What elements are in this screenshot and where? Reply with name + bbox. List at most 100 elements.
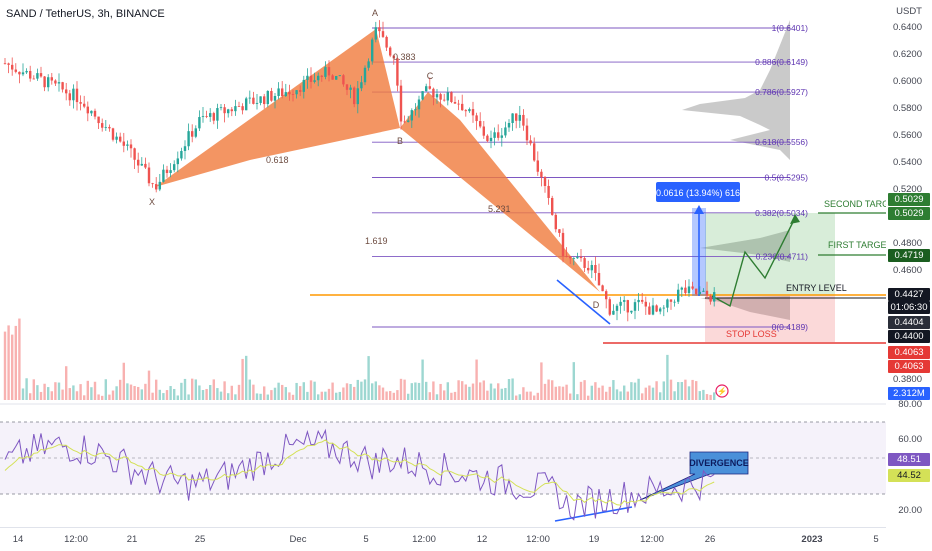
fib-retracement[interactable]: 1(0.6401) 0.886(0.6149) 0.786(0.5927) 0.618… <box>372 23 808 332</box>
volume-bar <box>669 379 673 400</box>
volume-bar <box>209 385 212 400</box>
candle-body <box>72 88 75 101</box>
alert-icon[interactable] <box>715 384 729 398</box>
volume-bar <box>500 388 503 400</box>
candle-body <box>407 120 410 122</box>
volume-bar <box>155 379 158 400</box>
candle-body <box>284 92 287 97</box>
harmonic-bcd[interactable] <box>400 92 600 292</box>
candle-body <box>295 90 298 95</box>
volume-bar <box>601 385 604 400</box>
candle-body <box>515 113 518 121</box>
candle-body <box>579 256 583 259</box>
harmonic-xab[interactable] <box>155 29 400 187</box>
volume-bar <box>389 391 392 400</box>
volume-bar <box>111 390 115 400</box>
volume-bar <box>176 395 179 400</box>
candle-body <box>662 307 665 309</box>
volume-bar <box>162 393 165 400</box>
divergence-price-line <box>556 279 611 325</box>
candle-body <box>65 89 68 94</box>
candle-body <box>641 299 644 302</box>
volume-bar <box>68 388 71 400</box>
volume-bar <box>324 391 327 400</box>
candle-body <box>500 135 503 138</box>
candle-body <box>705 290 709 296</box>
volume-bar <box>659 392 662 400</box>
volume-bar <box>677 382 680 400</box>
candle-body <box>324 67 327 77</box>
candle-body <box>367 61 370 68</box>
volume-bar <box>255 393 259 400</box>
volume-bar <box>194 379 197 400</box>
volume-bar <box>572 362 575 400</box>
candle-body <box>453 102 457 104</box>
candle-body <box>511 113 514 123</box>
candle-body <box>421 91 424 100</box>
price-axis[interactable]: USDT 0.6400 0.6200 0.6000 0.5800 0.5600 0.540… <box>886 0 932 405</box>
candle-body <box>536 160 539 172</box>
time-axis[interactable]: 14 12:00 21 25 Dec 5 12:00 12 12:00 19 12:00 26 2023… <box>0 527 886 551</box>
divergence-label: DIVERGENCE <box>689 458 749 468</box>
candle-body <box>363 67 367 83</box>
price-axis-label: 0.5200 <box>892 184 922 196</box>
candle-body <box>216 108 219 121</box>
candle-body <box>151 183 154 185</box>
candle-body <box>309 75 313 82</box>
candle-body <box>137 159 140 166</box>
volume-bar <box>3 331 7 400</box>
time-axis-label: 5 <box>363 534 369 545</box>
volume-bar <box>687 386 691 400</box>
time-axis-label: 26 <box>704 534 716 545</box>
candle-body <box>194 128 197 137</box>
volume-bar <box>605 391 608 400</box>
point-d: D <box>593 300 600 310</box>
volume-bar <box>205 388 208 400</box>
rsi-axis-label: 20.00 <box>898 505 922 516</box>
volume-bar <box>115 386 118 400</box>
volume-bar <box>705 394 709 400</box>
candle-body <box>11 64 14 70</box>
entry-level-label: ENTRY LEVEL <box>786 283 847 293</box>
volume-bar <box>554 386 557 400</box>
point-a: A <box>372 8 378 18</box>
rsi-ma-line <box>4 439 715 506</box>
volume-bar <box>691 379 694 400</box>
candle-body <box>702 290 705 292</box>
price-axis-label: 0.5800 <box>892 103 922 115</box>
volume-bar <box>695 381 698 400</box>
volume-bar <box>252 384 255 400</box>
volume-bar <box>698 391 701 400</box>
main-chart[interactable]: 1(0.6401) 0.886(0.6149) 0.786(0.5927) 0.618… <box>0 0 886 527</box>
volume-bar <box>709 394 712 400</box>
lightning-icon: ⚡ <box>717 386 727 396</box>
volume-bar <box>129 384 133 400</box>
current-price-tag: 0.4427 <box>888 288 930 301</box>
volume-bar <box>75 391 79 400</box>
volume-bar <box>32 379 35 400</box>
candle-body <box>191 131 194 137</box>
candle-body <box>687 286 691 294</box>
volume-bar <box>486 390 489 400</box>
volume-bar <box>536 392 539 400</box>
volume-bar <box>511 378 514 400</box>
candle-body <box>61 82 64 90</box>
second-target-tag-2: 0.5029 <box>888 207 930 220</box>
candle-body <box>104 126 107 128</box>
candle-body <box>356 88 359 105</box>
candle-body <box>349 87 352 90</box>
volume-bar <box>248 379 251 400</box>
volume-bar <box>266 394 269 400</box>
divergence-callout <box>639 451 749 501</box>
candle-body <box>558 229 561 233</box>
rsi-axis[interactable]: 80.00 60.00 20.00 <box>886 399 932 527</box>
ratio-bd: 1.619 <box>365 236 388 246</box>
point-x: X <box>149 197 155 207</box>
candle-body <box>410 110 413 121</box>
rsi-ma-tag: 44.52 <box>888 469 930 482</box>
volume-bar <box>223 381 226 400</box>
volume-bar <box>446 382 449 400</box>
rsi-axis-label: 80.00 <box>898 399 922 410</box>
fib-level-label: 0.786(0.5927) <box>755 87 808 97</box>
